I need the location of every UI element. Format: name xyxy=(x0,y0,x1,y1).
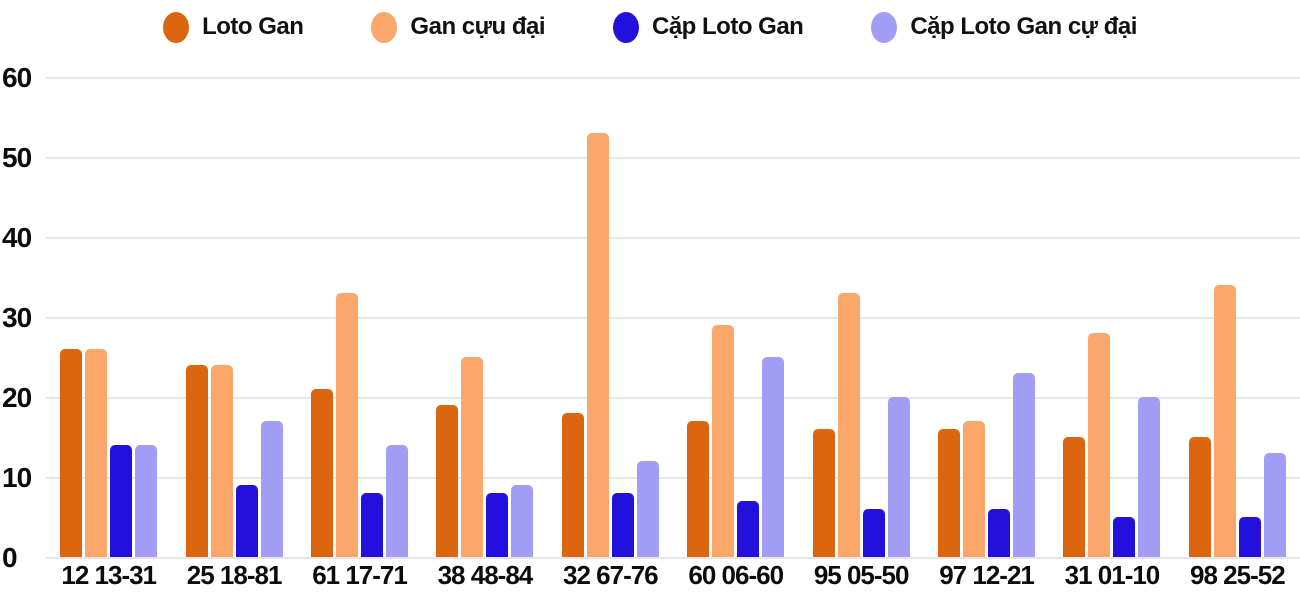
bar[interactable] xyxy=(963,421,986,557)
x-axis-label: 31 01-10 xyxy=(1064,560,1161,590)
bar[interactable] xyxy=(260,421,283,557)
x-axis-label: 25 18-81 xyxy=(186,560,283,590)
bar-group xyxy=(924,373,1049,557)
bar[interactable] xyxy=(862,509,885,557)
bar[interactable] xyxy=(85,349,108,557)
bar[interactable] xyxy=(1063,437,1086,557)
bar-group xyxy=(422,357,547,557)
legend-item[interactable]: Loto Gan xyxy=(163,11,304,43)
bar[interactable] xyxy=(361,493,384,557)
x-axis-labels: 12 13-31 25 18-81 61 17-71 38 48-84 32 67-76… xyxy=(46,560,1300,591)
y-tick-label: 30 xyxy=(2,302,32,333)
bar[interactable] xyxy=(511,485,534,557)
bar-group xyxy=(171,365,296,557)
bar[interactable] xyxy=(812,429,835,557)
legend-swatch-circle-icon xyxy=(371,11,398,43)
bar[interactable] xyxy=(988,509,1011,557)
bar[interactable] xyxy=(1213,285,1236,557)
bar[interactable] xyxy=(1113,517,1136,557)
legend-label: Loto Gan xyxy=(202,13,304,40)
x-axis-label: 61 17-71 xyxy=(312,560,408,590)
x-axis-label: 12 13-31 xyxy=(61,560,157,590)
y-tick-label: 0 xyxy=(2,542,18,573)
y-tick-label: 60 xyxy=(2,62,32,93)
y-tick-label: 50 xyxy=(2,142,32,173)
bar[interactable] xyxy=(60,349,83,557)
x-axis-label: 98 25-52 xyxy=(1190,560,1286,590)
bar-group xyxy=(548,133,673,557)
bar[interactable] xyxy=(311,389,334,557)
x-axis-label: 97 12-21 xyxy=(939,560,1035,590)
gridline xyxy=(46,237,1300,239)
bar[interactable] xyxy=(561,413,584,557)
bar[interactable] xyxy=(586,133,609,557)
bar[interactable] xyxy=(235,485,258,557)
bar-group xyxy=(1175,285,1300,557)
legend-swatch-circle-icon xyxy=(871,11,898,43)
x-axis-label: 32 67-76 xyxy=(563,560,659,590)
bar[interactable] xyxy=(436,405,459,557)
gridline xyxy=(46,557,1300,559)
x-axis-label: 38 48-84 xyxy=(437,560,534,590)
bar[interactable] xyxy=(461,357,484,557)
x-axis-label: 95 05-50 xyxy=(813,560,910,590)
y-tick-label: 40 xyxy=(2,222,32,253)
bar[interactable] xyxy=(762,357,785,557)
legend-label: Cặp Loto Gan xyxy=(652,13,804,40)
bar-group xyxy=(1049,333,1174,557)
bar[interactable] xyxy=(837,293,860,557)
bar[interactable] xyxy=(1138,397,1161,557)
bar-group xyxy=(297,293,422,557)
legend-item[interactable]: Gan cựu đại xyxy=(371,11,545,43)
legend-label: Gan cựu đại xyxy=(410,13,545,40)
bar[interactable] xyxy=(938,429,961,557)
bar[interactable] xyxy=(737,501,760,557)
bar[interactable] xyxy=(336,293,359,557)
bar-group xyxy=(798,293,923,557)
bar[interactable] xyxy=(135,445,158,557)
legend-item[interactable]: Cặp Loto Gan xyxy=(613,11,804,43)
gridline xyxy=(46,477,1300,479)
bar-group xyxy=(673,325,798,557)
legend-swatch-circle-icon xyxy=(163,11,190,43)
bar[interactable] xyxy=(1088,333,1111,557)
bar[interactable] xyxy=(110,445,133,557)
x-axis-label: 60 06-60 xyxy=(688,560,784,590)
bar[interactable] xyxy=(210,365,233,557)
bar[interactable] xyxy=(712,325,735,557)
bar[interactable] xyxy=(1238,517,1261,557)
legend-label: Cặp Loto Gan cự đại xyxy=(910,13,1137,40)
bar[interactable] xyxy=(636,461,659,557)
gridline xyxy=(46,77,1300,79)
y-tick-label: 10 xyxy=(2,462,32,493)
bar[interactable] xyxy=(887,397,910,557)
bar[interactable] xyxy=(386,445,409,557)
legend-item[interactable]: Cặp Loto Gan cự đại xyxy=(871,11,1137,43)
bar[interactable] xyxy=(1013,373,1036,557)
bar[interactable] xyxy=(486,493,509,557)
bar[interactable] xyxy=(611,493,634,557)
legend: Loto Gan Gan cựu đại Cặp Loto Gan Cặp Loto … xyxy=(0,4,1300,50)
gridline xyxy=(46,157,1300,159)
bar[interactable] xyxy=(185,365,208,557)
bar[interactable] xyxy=(1263,453,1286,557)
bar-groups xyxy=(46,133,1300,557)
bar[interactable] xyxy=(687,421,710,557)
gridline xyxy=(46,317,1300,319)
bar[interactable] xyxy=(1188,437,1211,557)
gridline xyxy=(46,397,1300,399)
y-tick-label: 20 xyxy=(2,382,32,413)
legend-swatch-circle-icon xyxy=(613,11,639,43)
bar-group xyxy=(46,349,171,557)
